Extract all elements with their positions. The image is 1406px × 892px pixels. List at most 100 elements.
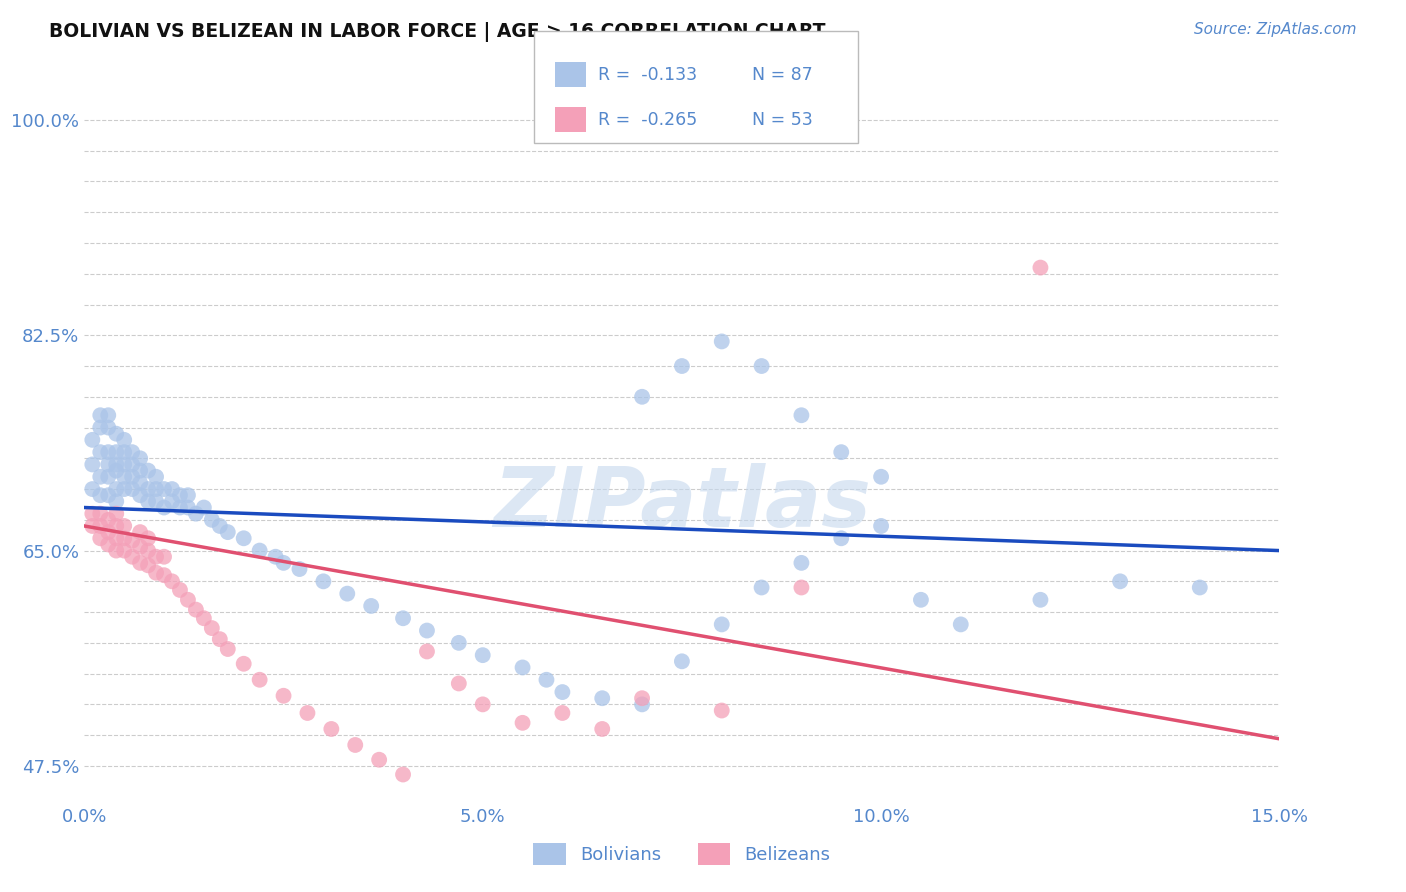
Point	[112, 458, 135, 472]
Point	[136, 464, 159, 478]
Point	[89, 507, 111, 521]
Point	[1029, 592, 1052, 607]
Point	[416, 644, 439, 658]
Point	[136, 482, 159, 496]
Point	[89, 469, 111, 483]
Point	[160, 574, 183, 589]
Point	[89, 531, 111, 545]
Point	[671, 654, 693, 668]
Text: R =  -0.133: R = -0.133	[598, 66, 697, 84]
Point	[112, 543, 135, 558]
Point	[264, 549, 287, 564]
Point	[105, 531, 128, 545]
Point	[870, 519, 893, 533]
Point	[336, 587, 359, 601]
Point	[121, 445, 143, 459]
Point	[160, 482, 183, 496]
Point	[830, 445, 852, 459]
Point	[160, 494, 183, 508]
Point	[105, 507, 128, 521]
Point	[297, 706, 319, 720]
Point	[344, 738, 367, 752]
Point	[97, 409, 120, 423]
Point	[82, 507, 104, 521]
Point	[82, 519, 104, 533]
Point	[1029, 260, 1052, 275]
Point	[631, 691, 654, 706]
Point	[82, 433, 104, 447]
Text: BOLIVIAN VS BELIZEAN IN LABOR FORCE | AGE > 16 CORRELATION CHART: BOLIVIAN VS BELIZEAN IN LABOR FORCE | AG…	[49, 22, 825, 42]
Legend: Bolivians, Belizeans: Bolivians, Belizeans	[526, 836, 838, 872]
Point	[121, 482, 143, 496]
Point	[512, 660, 534, 674]
Point	[105, 426, 128, 441]
Point	[536, 673, 558, 687]
Point	[97, 458, 120, 472]
Point	[129, 451, 152, 466]
Point	[169, 582, 191, 597]
Point	[631, 698, 654, 712]
Point	[710, 617, 733, 632]
Point	[949, 617, 972, 632]
Point	[177, 488, 200, 502]
Point	[145, 494, 167, 508]
Point	[136, 543, 159, 558]
Point	[360, 599, 382, 613]
Point	[129, 556, 152, 570]
Point	[321, 722, 343, 736]
Point	[551, 706, 574, 720]
Point	[129, 540, 152, 554]
Point	[217, 642, 239, 657]
Point	[591, 691, 613, 706]
Point	[89, 445, 111, 459]
Point	[169, 488, 191, 502]
Point	[112, 531, 135, 545]
Point	[112, 433, 135, 447]
Point	[129, 475, 152, 490]
Point	[97, 469, 120, 483]
Point	[97, 513, 120, 527]
Point	[136, 494, 159, 508]
Point	[447, 636, 470, 650]
Text: Source: ZipAtlas.com: Source: ZipAtlas.com	[1194, 22, 1357, 37]
Point	[249, 543, 271, 558]
Point	[153, 549, 176, 564]
Point	[112, 469, 135, 483]
Point	[273, 689, 295, 703]
Point	[97, 420, 120, 434]
Text: N = 87: N = 87	[752, 66, 813, 84]
Point	[447, 676, 470, 690]
Point	[97, 537, 120, 551]
Point	[112, 482, 135, 496]
Point	[217, 525, 239, 540]
Point	[368, 753, 391, 767]
Point	[89, 519, 111, 533]
Text: ZIPatlas: ZIPatlas	[494, 463, 870, 543]
Point	[136, 531, 159, 545]
Point	[201, 513, 224, 527]
Point	[153, 500, 176, 515]
Point	[232, 657, 254, 671]
Point	[121, 469, 143, 483]
Point	[392, 767, 415, 781]
Text: R =  -0.265: R = -0.265	[598, 111, 697, 128]
Point	[105, 445, 128, 459]
Point	[136, 558, 159, 573]
Point	[830, 531, 852, 545]
Point	[201, 621, 224, 635]
Point	[145, 566, 167, 580]
Point	[82, 482, 104, 496]
Point	[790, 409, 813, 423]
Point	[89, 420, 111, 434]
Point	[112, 445, 135, 459]
Point	[471, 698, 494, 712]
Point	[169, 500, 191, 515]
Point	[232, 531, 254, 545]
Point	[471, 648, 494, 662]
Point	[193, 500, 215, 515]
Point	[105, 458, 128, 472]
Point	[145, 469, 167, 483]
Point	[184, 507, 207, 521]
Point	[910, 592, 932, 607]
Point	[208, 632, 231, 647]
